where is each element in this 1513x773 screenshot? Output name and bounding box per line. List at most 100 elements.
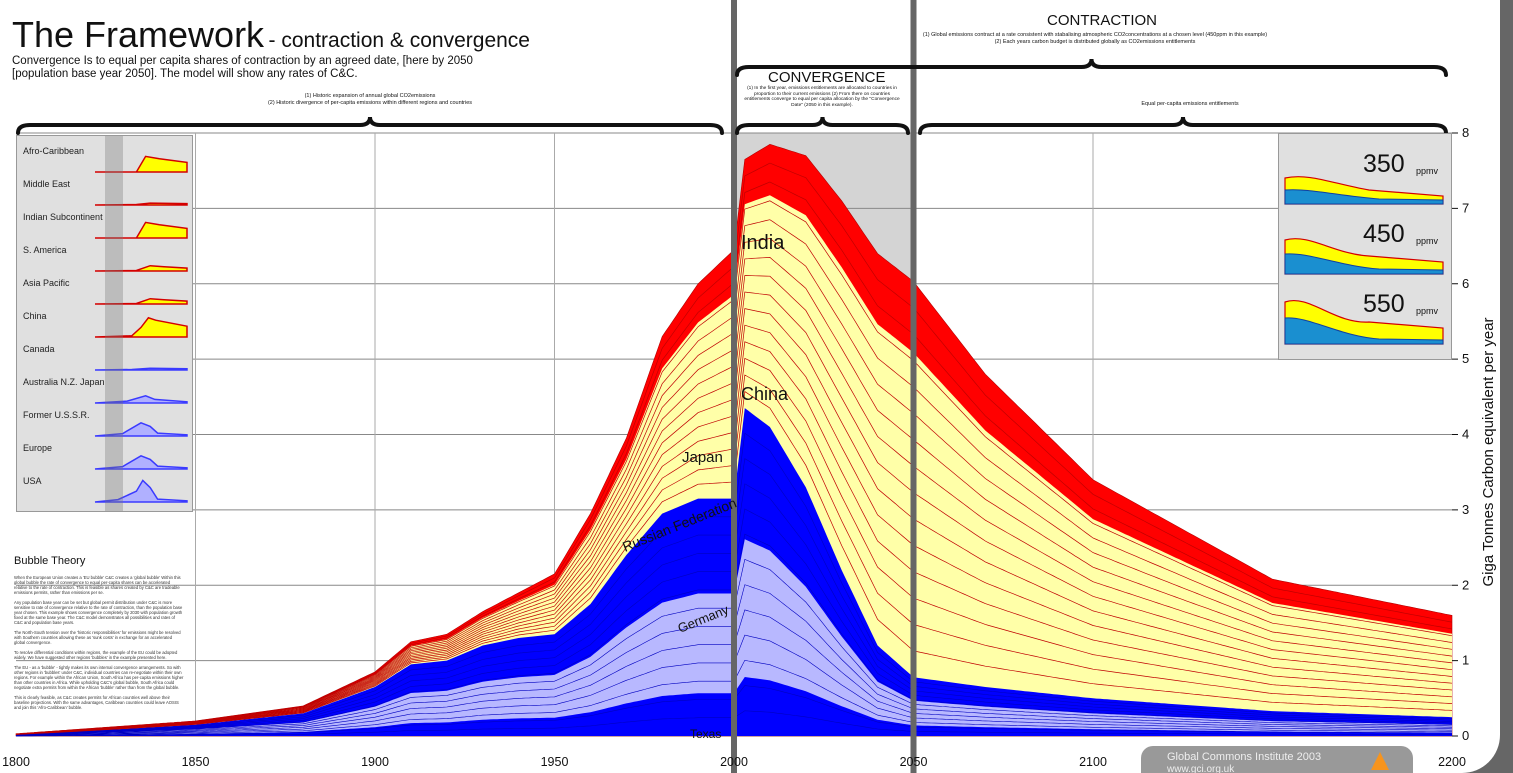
page-title: The Framework - contraction & convergenc… (12, 14, 530, 56)
label-japan: Japan (682, 449, 723, 466)
region-area (94, 479, 188, 503)
history-notes: (1) Historic expansion of annual global … (190, 93, 550, 106)
ppm-scenario-chart (1284, 299, 1444, 345)
region-row: China (17, 307, 192, 341)
x-tick-label: 1950 (541, 755, 569, 769)
region-area (94, 297, 188, 305)
region-label: Canada (23, 344, 55, 354)
gci-logo-icon (1371, 752, 1389, 770)
region-label: Middle East (23, 179, 71, 189)
region-row: Canada (17, 340, 192, 374)
y-tick-label: 1 (1462, 653, 1469, 668)
label-india: India (741, 232, 785, 254)
phase-separator (731, 0, 737, 773)
region-label: USA (23, 476, 42, 486)
region-area (94, 367, 188, 371)
title-main: The Framework (12, 14, 265, 55)
region-row: Asia Pacific (17, 274, 192, 308)
phase-separator (910, 0, 917, 773)
regions-time-band (105, 136, 123, 511)
x-tick-label: 1850 (182, 755, 210, 769)
intro-line-1: Convergence Is to equal per capita share… (12, 55, 473, 67)
credit-line-2: www.gci.org.uk (1167, 764, 1235, 773)
ppm-unit: ppmv (1416, 306, 1439, 316)
contraction-bracket (735, 58, 1448, 77)
y-tick-label: 5 (1462, 351, 1469, 366)
region-sparkline (95, 221, 188, 239)
region-label: S. America (23, 245, 67, 255)
region-sparkline (94, 316, 188, 338)
region-sparkline (94, 479, 188, 503)
region-sparkline (95, 155, 188, 173)
region-row: Former U.S.S.R. (17, 406, 192, 440)
region-label: Australia N.Z. Japan (23, 377, 105, 387)
region-row: S. America (17, 241, 192, 275)
region-row: Australia N.Z. Japan (17, 373, 192, 407)
ppm-area-industrialised (1284, 189, 1444, 205)
region-sparkline (94, 202, 188, 206)
history-note-1: (1) Historic expansion of annual global … (304, 93, 436, 99)
region-area (94, 421, 188, 437)
x-tick-label: 1900 (361, 755, 389, 769)
ppm-area-industrialised (1284, 253, 1444, 275)
intro-line-2: [population base year 2050]. The model w… (12, 68, 358, 80)
region-label: Asia Pacific (23, 278, 70, 288)
bubble-theory: Bubble Theory When the European Union cr… (14, 555, 184, 715)
region-area (94, 454, 188, 470)
region-sparkline (94, 395, 188, 404)
bubble-paragraph: The North-South tension over the 'histor… (14, 630, 181, 645)
history-bracket (16, 116, 724, 135)
y-tick-label: 4 (1462, 427, 1469, 442)
y-tick-label: 8 (1462, 125, 1469, 140)
regions-panel: Afro-Caribbean Middle East Indian Subconti… (16, 135, 193, 512)
bubble-paragraph: Any population base year can be set but … (14, 600, 183, 625)
bubble-paragraph: This is clearly feasible, as C&C creates… (14, 695, 179, 710)
bubble-paragraph: To resolve differential conditions withi… (14, 650, 178, 660)
ppm-scenario: 350 ppmv (1279, 146, 1451, 208)
equal-per-capita-bracket (918, 116, 1448, 135)
region-area (95, 221, 188, 239)
bubble-paragraph: The EU - as a 'bubble' - tightly makes i… (14, 665, 184, 690)
region-area (94, 316, 188, 338)
x-tick-label: 2200 (1438, 755, 1466, 769)
ppm-value: 550 (1363, 290, 1405, 318)
convergence-title: CONVERGENCE (768, 69, 886, 86)
region-label: China (23, 311, 47, 321)
ppm-scenario: 550 ppmv (1279, 286, 1451, 348)
region-label: Europe (23, 443, 53, 453)
x-tick-label: 2000 (720, 755, 748, 769)
intro-text: Convergence Is to equal per capita share… (12, 55, 572, 81)
credit-line-1: Global Commons Institute 2003 (1167, 751, 1322, 763)
stabilisation-scenarios-panel: 350 ppmv 450 ppmv 550 ppmv (1278, 133, 1452, 360)
region-area (94, 395, 188, 404)
region-area (94, 202, 188, 206)
contraction-note-1: (1) Global emissions contract at a rate … (922, 32, 1268, 38)
region-sparkline (94, 367, 188, 371)
y-tick-label: 7 (1462, 200, 1469, 215)
bubble-title: Bubble Theory (14, 555, 86, 567)
x-tick-label: 1800 (2, 755, 30, 769)
y-axis-label: Giga Tonnes Carbon equivalent per year (1480, 317, 1497, 587)
history-note-2: (2) Historic divergence of per-capita em… (267, 99, 473, 106)
equal-per-capita-title: Equal per-capita emissions entitlements (1141, 101, 1239, 107)
contraction-notes: (1) Global emissions contract at a rate … (860, 32, 1330, 45)
region-row: Indian Subcontinent (17, 208, 192, 242)
y-tick-label: 0 (1462, 728, 1469, 743)
y-tick-label: 6 (1462, 276, 1469, 291)
label-texas: Texas (690, 727, 721, 741)
y-tick-label: 3 (1462, 502, 1469, 517)
convergence-bracket (735, 116, 910, 135)
region-label: Afro-Caribbean (23, 146, 85, 156)
ppm-value: 350 (1363, 150, 1405, 178)
ppm-scenario: 450 ppmv (1279, 216, 1451, 278)
region-sparkline (94, 297, 188, 305)
ppm-area-industrialised (1284, 317, 1444, 345)
region-area (94, 264, 188, 272)
region-row: Middle East (17, 175, 192, 209)
x-tick-label: 2100 (1079, 755, 1107, 769)
region-label: Former U.S.S.R. (23, 410, 90, 420)
convergence-note: (1) In the first year, emissions entitle… (744, 86, 900, 108)
region-row: Afro-Caribbean (17, 142, 192, 176)
region-label: Indian Subcontinent (23, 212, 103, 222)
